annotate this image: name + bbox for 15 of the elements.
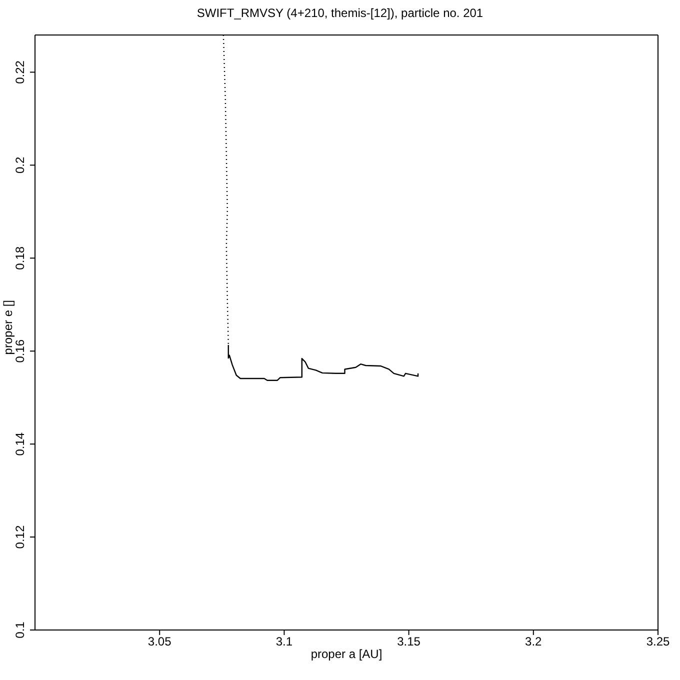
x-tick-label: 3.25: [646, 634, 670, 649]
chart-title: SWIFT_RMVSY (4+210, themis-[12]), particle no. 201: [196, 6, 484, 20]
y-tick-label: 0.1: [13, 621, 27, 638]
y-tick-label: 0.16: [13, 339, 27, 363]
x-tick-label: 3.1: [276, 634, 293, 649]
y-tick-label: 0.14: [13, 432, 27, 456]
y-tick-label: 0.22: [13, 60, 27, 84]
y-tick-label: 0.2: [13, 156, 27, 174]
y-axis-title: proper e []: [1, 300, 15, 355]
x-tick-label: 3.2: [525, 634, 542, 649]
x-tick-label: 3.05: [148, 634, 172, 649]
y-tick-label: 0.18: [13, 246, 27, 270]
x-tick-label: 3.15: [397, 634, 421, 649]
x-axis-title: proper a [AU]: [310, 647, 382, 661]
y-tick-label: 0.12: [13, 525, 27, 549]
